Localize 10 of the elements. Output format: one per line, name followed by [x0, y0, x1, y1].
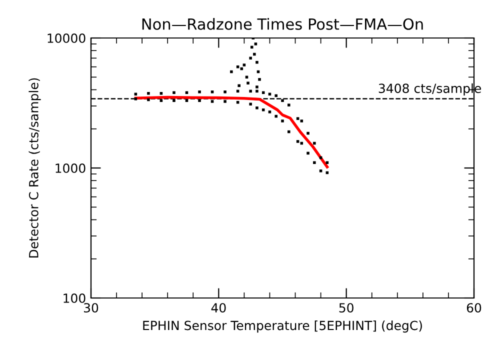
y-tick-label: 10000: [48, 33, 86, 43]
chart-title: Non—Radzone Times Post—FMA—On: [142, 18, 423, 30]
y-tick-label: 100: [64, 293, 86, 303]
x-tick-label: 60: [466, 303, 482, 313]
x-axis-title: EPHIN Sensor Temperature [5EPHINT] (degC): [143, 320, 422, 333]
y-tick-label: 1000: [56, 163, 86, 173]
x-tick-label: 30: [84, 303, 98, 313]
x-tick-label: 40: [211, 303, 226, 313]
y-axis-title: Detector C Rate (cts/sample): [28, 78, 41, 258]
x-tick-label: 50: [339, 303, 354, 313]
